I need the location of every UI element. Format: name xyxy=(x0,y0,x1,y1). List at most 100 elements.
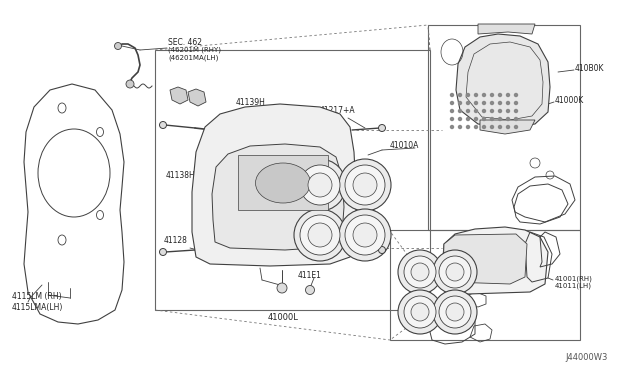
Bar xyxy=(428,25,580,230)
Text: 41000K: 41000K xyxy=(555,96,584,105)
Circle shape xyxy=(483,109,486,112)
Circle shape xyxy=(439,256,471,288)
Circle shape xyxy=(515,118,518,121)
Circle shape xyxy=(126,80,134,88)
Circle shape xyxy=(411,263,429,281)
Circle shape xyxy=(451,109,454,112)
Bar xyxy=(155,50,430,310)
Circle shape xyxy=(515,125,518,128)
Circle shape xyxy=(451,125,454,128)
Polygon shape xyxy=(188,89,206,106)
Circle shape xyxy=(353,223,377,247)
Circle shape xyxy=(474,102,477,105)
Circle shape xyxy=(467,93,470,96)
Circle shape xyxy=(398,290,442,334)
Circle shape xyxy=(499,118,502,121)
Text: SEC. 462: SEC. 462 xyxy=(168,38,202,46)
Polygon shape xyxy=(480,120,535,134)
Circle shape xyxy=(506,102,509,105)
Circle shape xyxy=(451,118,454,121)
Circle shape xyxy=(474,118,477,121)
Circle shape xyxy=(345,215,385,255)
Circle shape xyxy=(277,283,287,293)
Circle shape xyxy=(308,223,332,247)
Text: J44000W3: J44000W3 xyxy=(565,353,607,362)
Text: 41000L: 41000L xyxy=(268,314,298,323)
Circle shape xyxy=(499,102,502,105)
Circle shape xyxy=(499,93,502,96)
Circle shape xyxy=(339,159,391,211)
Circle shape xyxy=(308,173,332,197)
Circle shape xyxy=(411,303,429,321)
Text: 41E17: 41E17 xyxy=(234,257,258,266)
Circle shape xyxy=(515,109,518,112)
Circle shape xyxy=(506,125,509,128)
Circle shape xyxy=(490,102,493,105)
Circle shape xyxy=(300,215,340,255)
Text: 4115LM (RH)
4115LMA(LH): 4115LM (RH) 4115LMA(LH) xyxy=(12,292,63,312)
Text: 41217+A: 41217+A xyxy=(320,106,356,115)
Circle shape xyxy=(506,109,509,112)
Circle shape xyxy=(451,102,454,105)
Circle shape xyxy=(474,125,477,128)
Circle shape xyxy=(483,93,486,96)
Text: (46201M (RHY): (46201M (RHY) xyxy=(168,47,221,53)
Circle shape xyxy=(446,303,464,321)
Circle shape xyxy=(490,93,493,96)
Polygon shape xyxy=(478,24,535,34)
Circle shape xyxy=(483,118,486,121)
Circle shape xyxy=(398,250,442,294)
Polygon shape xyxy=(192,104,356,266)
Circle shape xyxy=(467,109,470,112)
Circle shape xyxy=(433,290,477,334)
Ellipse shape xyxy=(255,163,310,203)
Circle shape xyxy=(115,42,122,49)
Circle shape xyxy=(515,93,518,96)
Circle shape xyxy=(300,165,340,205)
Text: 410B0K: 410B0K xyxy=(575,64,605,73)
Circle shape xyxy=(378,125,385,131)
Circle shape xyxy=(339,209,391,261)
Text: 41138H: 41138H xyxy=(166,170,196,180)
Circle shape xyxy=(458,93,461,96)
Polygon shape xyxy=(442,227,548,294)
Text: 41001(RH)
41011(LH): 41001(RH) 41011(LH) xyxy=(555,275,593,289)
Text: 411E1: 411E1 xyxy=(298,272,322,280)
Circle shape xyxy=(294,159,346,211)
Circle shape xyxy=(378,247,385,253)
Text: 41139H: 41139H xyxy=(236,97,266,106)
Circle shape xyxy=(499,125,502,128)
Circle shape xyxy=(474,109,477,112)
Circle shape xyxy=(451,93,454,96)
Circle shape xyxy=(506,118,509,121)
Circle shape xyxy=(458,109,461,112)
Circle shape xyxy=(483,102,486,105)
Circle shape xyxy=(467,125,470,128)
Polygon shape xyxy=(443,234,527,284)
Circle shape xyxy=(159,122,166,128)
Circle shape xyxy=(439,296,471,328)
Circle shape xyxy=(446,263,464,281)
Circle shape xyxy=(483,125,486,128)
Text: (46201MA(LH): (46201MA(LH) xyxy=(168,55,218,61)
Circle shape xyxy=(433,250,477,294)
Text: 41128: 41128 xyxy=(164,235,188,244)
Circle shape xyxy=(353,173,377,197)
Circle shape xyxy=(345,165,385,205)
Circle shape xyxy=(294,209,346,261)
Bar xyxy=(238,155,328,210)
Polygon shape xyxy=(212,144,344,250)
Circle shape xyxy=(490,118,493,121)
Circle shape xyxy=(499,109,502,112)
Circle shape xyxy=(467,102,470,105)
Circle shape xyxy=(515,102,518,105)
Circle shape xyxy=(458,102,461,105)
Circle shape xyxy=(159,248,166,256)
Text: 41010A: 41010A xyxy=(390,141,419,150)
Circle shape xyxy=(467,118,470,121)
Circle shape xyxy=(490,109,493,112)
Circle shape xyxy=(458,125,461,128)
Circle shape xyxy=(404,296,436,328)
Polygon shape xyxy=(456,34,550,127)
Polygon shape xyxy=(170,87,188,104)
